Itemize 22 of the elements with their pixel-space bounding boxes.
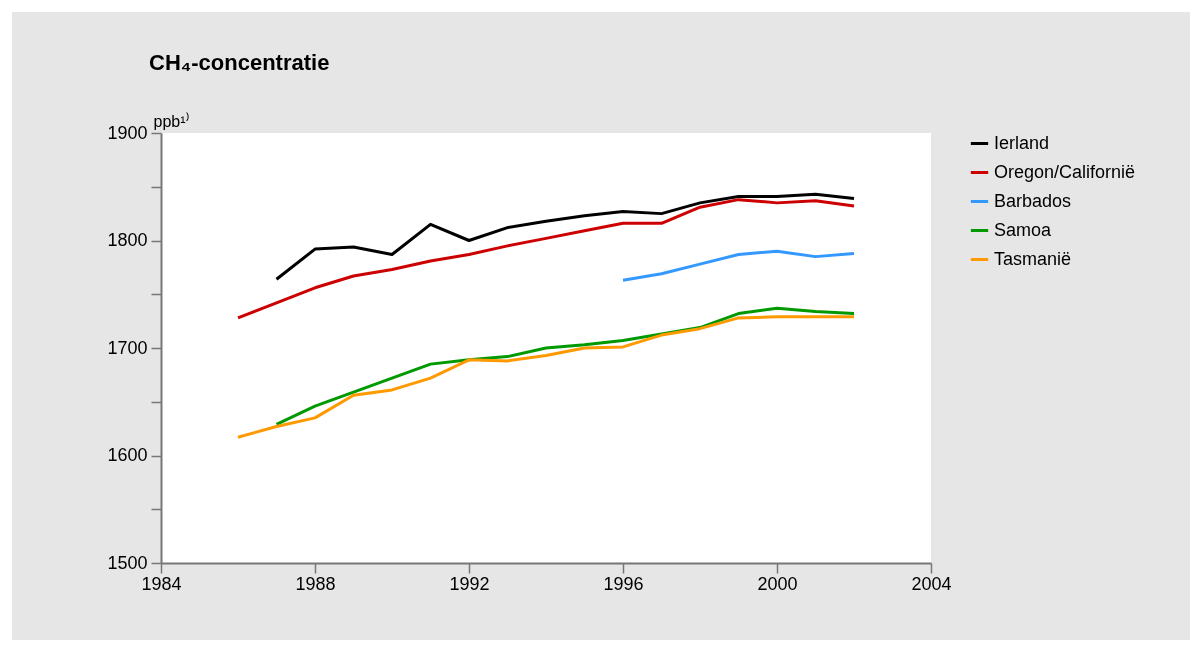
x-tick-label: 1988 [295,573,336,594]
x-tick-label: 1992 [449,573,490,594]
chart-title: CH₄-concentratie [149,50,330,75]
legend-label: Samoa [994,219,1053,240]
legend-label: Tasmanië [994,248,1072,269]
line-series [236,198,856,320]
y-tick-label: 1600 [107,445,148,465]
x-tick-label: 1984 [141,573,182,594]
x-tick-label: 1996 [603,573,644,594]
x-tick-label: 2004 [911,573,952,594]
y-tick-label: 1900 [107,122,148,143]
y-tick-label: 1500 [107,552,148,573]
line-series [236,315,856,439]
legend-label: Ierland [994,132,1050,153]
legend-label: Oregon/Californië [994,161,1136,182]
line-series [621,249,856,282]
x-tick-label: 2000 [757,573,798,594]
y-axis-title: ppb¹⁾ [153,111,190,130]
y-tick-label: 1800 [107,230,148,250]
y-tick-label: 1700 [107,337,148,358]
line-series [275,192,856,281]
legend-label: Barbados [994,190,1072,211]
